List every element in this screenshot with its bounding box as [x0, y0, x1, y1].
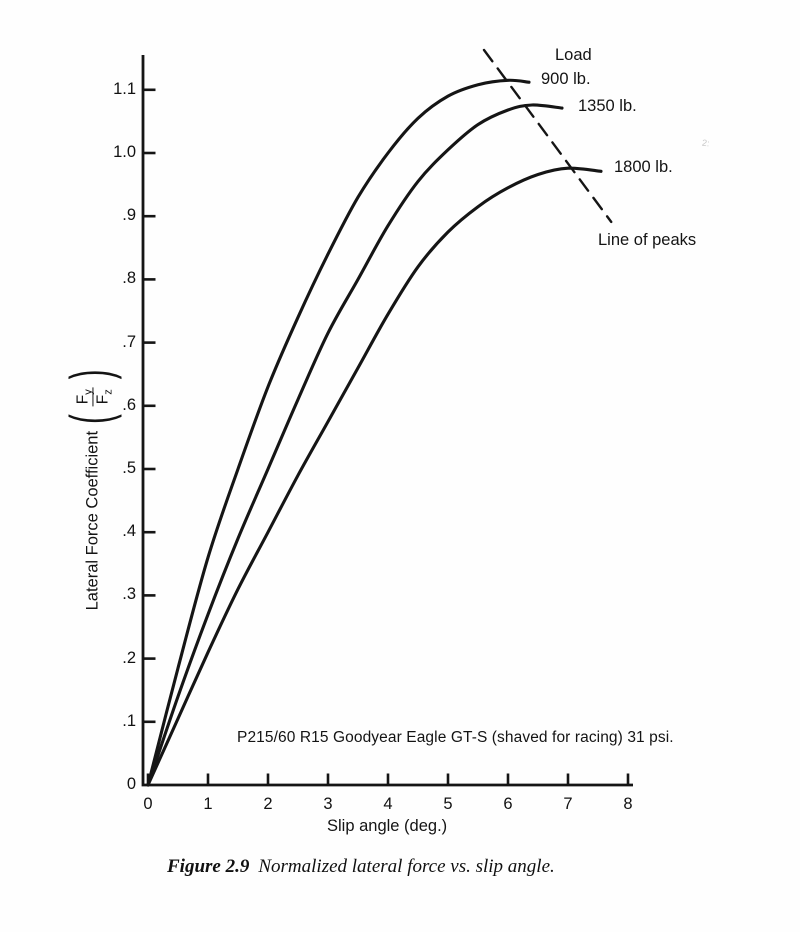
y-tick-label: 0	[126, 775, 136, 793]
y-tick-label: .3	[122, 585, 136, 604]
x-axis-title: Slip angle (deg.)	[327, 817, 448, 835]
figure-number: Figure 2.9	[167, 856, 250, 877]
y-tick-label: .7	[122, 332, 136, 351]
y-tick-label: .8	[122, 269, 136, 288]
y-tick-label: .6	[122, 395, 136, 414]
x-tick-label: 7	[563, 795, 573, 813]
line-of-peaks-label: Line of peaks	[598, 231, 697, 249]
x-tick-label: 5	[443, 795, 453, 813]
axes-lines	[141, 55, 633, 787]
tire-spec-annotation: P215/60 R15 Goodyear Eagle GT-S (shaved …	[237, 729, 674, 746]
curve-900-lb	[146, 78, 531, 787]
x-tick-label: 3	[323, 795, 333, 813]
scan-artifact: 2:	[701, 137, 711, 149]
x-tick-label: 6	[503, 795, 513, 813]
curve-label-1800lb: 1800 lb.	[614, 158, 673, 176]
fraction-open-paren: (	[60, 414, 124, 424]
figure-caption-text: Normalized lateral force vs. slip angle.	[258, 856, 555, 877]
curve-1800-lb	[146, 166, 603, 787]
curve-line-of-peaks	[482, 48, 613, 224]
curve-label-900lb: 900 lb.	[541, 70, 591, 88]
y-tick-label: .4	[122, 522, 136, 541]
x-tick-label: 0	[143, 795, 153, 813]
y-tick-label: 1.1	[113, 79, 136, 98]
x-tick-label: 2	[263, 795, 273, 813]
y-axis-title: Lateral Force Coefficient	[83, 430, 102, 611]
y-tick-label: .1	[122, 711, 136, 730]
curve-label-1350lb: 1350 lb.	[578, 97, 637, 115]
legend-load-title: Load	[555, 46, 592, 64]
fraction-close-paren: )	[60, 369, 124, 380]
y-tick-label: .2	[122, 648, 136, 667]
y-tick-label: 1.0	[113, 143, 136, 161]
curve-1350-lb	[146, 103, 564, 787]
x-tick-label: 8	[623, 795, 633, 813]
x-tick-label: 1	[203, 795, 213, 813]
x-tick-label: 4	[383, 795, 393, 813]
y-tick-label: .9	[122, 206, 136, 225]
y-tick-label: .5	[122, 459, 136, 477]
figure-caption: Figure 2.9 Normalized lateral force vs. s…	[167, 856, 555, 878]
